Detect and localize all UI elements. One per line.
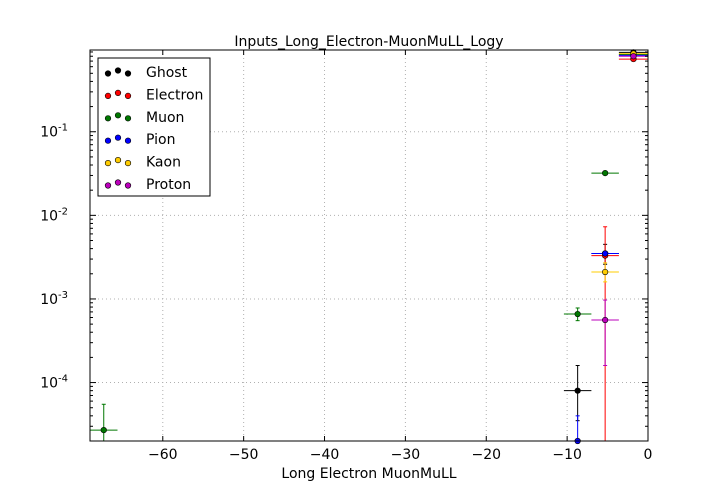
y-tick-label: 10-3 xyxy=(40,290,68,308)
legend-label: Ghost xyxy=(146,65,188,81)
x-tick-label: −50 xyxy=(229,447,259,463)
data-point xyxy=(574,387,581,394)
legend-item-electron: Electron xyxy=(104,87,203,103)
x-tick-label: −10 xyxy=(552,447,582,463)
legend-marker xyxy=(104,137,112,144)
legend-item-pion: Pion xyxy=(104,132,175,148)
x-tick-label: −40 xyxy=(310,447,340,463)
legend-box xyxy=(97,57,211,197)
plot-frame xyxy=(89,49,649,442)
y-tick-labels: 10-4 10-3 10-2 10-1 xyxy=(40,123,68,392)
legend-label: Proton xyxy=(146,177,191,193)
x-tick-label: −60 xyxy=(148,447,178,463)
legend-items: Ghost Electron Muon Pion Kaon Proton xyxy=(104,65,203,193)
y-tick-label: 10-1 xyxy=(40,123,68,141)
legend-item-kaon: Kaon xyxy=(104,155,181,171)
legend-marker xyxy=(114,89,122,96)
legend-marker xyxy=(104,115,112,122)
legend-marker xyxy=(124,182,132,189)
x-axis-label: Long Electron MuonMuLL xyxy=(281,466,456,482)
legend: Ghost Electron Muon Pion Kaon Proton xyxy=(97,57,211,197)
legend-label: Pion xyxy=(146,132,175,148)
y-tick-label: 10-4 xyxy=(40,374,68,392)
data-point xyxy=(602,170,609,177)
legend-marker xyxy=(114,157,122,164)
legend-item-proton: Proton xyxy=(104,177,191,193)
legend-marker xyxy=(114,179,122,186)
legend-marker xyxy=(124,137,132,144)
legend-marker xyxy=(124,70,132,77)
data-point xyxy=(630,53,637,60)
axis-ticks xyxy=(90,50,649,442)
data-point xyxy=(574,310,581,318)
legend-marker xyxy=(104,70,112,77)
chart-title: Inputs_Long_Electron-MuonMuLL_Logy xyxy=(234,34,503,50)
legend-marker xyxy=(104,182,112,189)
legend-marker xyxy=(104,92,112,99)
x-tick-label: −20 xyxy=(471,447,501,463)
legend-marker xyxy=(124,92,132,99)
legend-marker xyxy=(124,160,132,167)
series-layer xyxy=(90,49,648,445)
y-tick-label: 10-2 xyxy=(40,206,68,224)
x-tick-label: 0 xyxy=(644,447,653,463)
legend-marker xyxy=(104,160,112,167)
legend-label: Muon xyxy=(146,110,184,126)
x-tick-labels: −60 −50 −40 −30 −20 −10 0 xyxy=(148,447,652,463)
data-point xyxy=(602,268,609,276)
legend-marker xyxy=(114,67,122,74)
legend-item-ghost: Ghost xyxy=(104,65,188,81)
legend-label: Kaon xyxy=(146,155,181,171)
legend-item-muon: Muon xyxy=(104,110,184,126)
legend-marker xyxy=(114,134,122,141)
data-point xyxy=(602,316,609,324)
legend-marker xyxy=(124,115,132,122)
data-point xyxy=(602,250,609,257)
x-tick-label: −30 xyxy=(391,447,421,463)
data-point xyxy=(100,427,107,434)
legend-marker xyxy=(114,112,122,119)
series-proton xyxy=(591,53,648,366)
legend-label: Electron xyxy=(146,87,203,103)
